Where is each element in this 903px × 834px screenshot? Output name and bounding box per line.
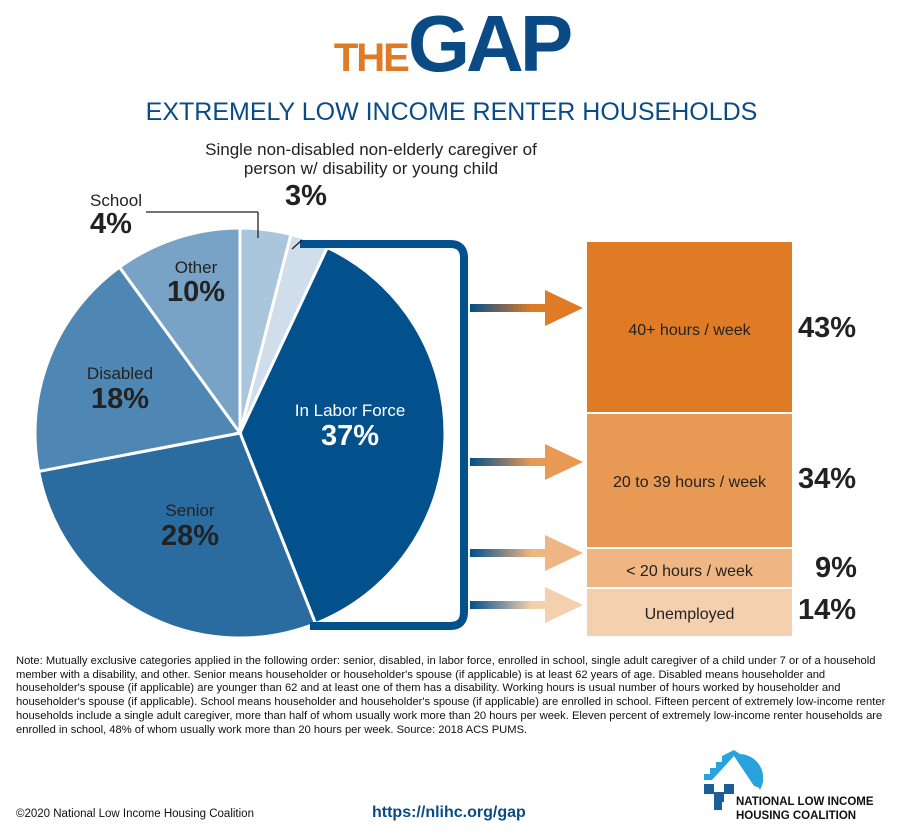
bar-label-40plus: 40+ hours / week bbox=[628, 322, 751, 339]
org-name-line2: HOUSING COALITION bbox=[736, 810, 857, 822]
other-label: Other bbox=[174, 258, 218, 277]
other-pct: 10% bbox=[166, 276, 226, 308]
footnote: Note: Mutually exclusive categories appl… bbox=[16, 655, 886, 736]
website-link[interactable]: https://nlihc.org/gap bbox=[372, 804, 526, 821]
bar-pct-under20: 9% bbox=[815, 552, 857, 584]
bar-segment-0 bbox=[587, 242, 792, 412]
disabled-label: Disabled bbox=[86, 364, 154, 383]
arrow-icon bbox=[470, 290, 583, 326]
brand-title: THEGAP bbox=[0, 2, 903, 86]
pie-chart bbox=[33, 226, 447, 640]
bar-label-under20: < 20 hours / week bbox=[626, 563, 753, 580]
bar-label-20to39: 20 to 39 hours / week bbox=[613, 474, 766, 491]
subtitle: EXTREMELY LOW INCOME RENTER HOUSEHOLDS bbox=[145, 98, 758, 126]
senior-label: Senior bbox=[165, 501, 215, 520]
bar-stack bbox=[470, 242, 792, 636]
arrow-icon bbox=[470, 587, 583, 623]
arrow-icon bbox=[470, 444, 583, 480]
org-name: NATIONAL LOW INCOME HOUSING COALITION bbox=[736, 795, 874, 823]
pie-slice-senior bbox=[36, 431, 318, 640]
caregiver-pct: 3% bbox=[285, 180, 327, 212]
pie-slice-in bbox=[238, 245, 447, 626]
bar-pct-40plus: 43% bbox=[798, 312, 857, 344]
pie-slice-other bbox=[117, 226, 242, 438]
caregiver-leader-line bbox=[291, 239, 303, 250]
brand-gap: GAP bbox=[407, 0, 573, 88]
bar-pct-20to39: 34% bbox=[798, 463, 857, 495]
senior-pct: 28% bbox=[160, 520, 220, 552]
labor-force-pct: 37% bbox=[320, 420, 380, 452]
school-label: School bbox=[90, 191, 142, 210]
labor-force-label: In Labor Force bbox=[294, 401, 406, 420]
arrow-icon bbox=[470, 535, 583, 571]
nlihc-logo-icon bbox=[704, 750, 764, 810]
pie-slice-disabled bbox=[33, 265, 243, 474]
labor-force-bracket bbox=[300, 240, 468, 630]
org-name-line1: NATIONAL LOW INCOME bbox=[736, 796, 874, 808]
bar-segment-2 bbox=[587, 549, 792, 587]
disabled-pct: 18% bbox=[90, 383, 150, 415]
bar-segment-1 bbox=[587, 414, 792, 547]
bar-segment-3 bbox=[587, 589, 792, 636]
bar-label-unemployed: Unemployed bbox=[644, 606, 735, 623]
copyright: ©2020 National Low Income Housing Coalit… bbox=[16, 808, 254, 820]
school-pct: 4% bbox=[90, 208, 132, 240]
brand-the: THE bbox=[333, 36, 410, 80]
bar-pct-unemployed: 14% bbox=[798, 594, 857, 626]
caregiver-label: Single non-disabled non-elderly caregive… bbox=[205, 140, 537, 178]
